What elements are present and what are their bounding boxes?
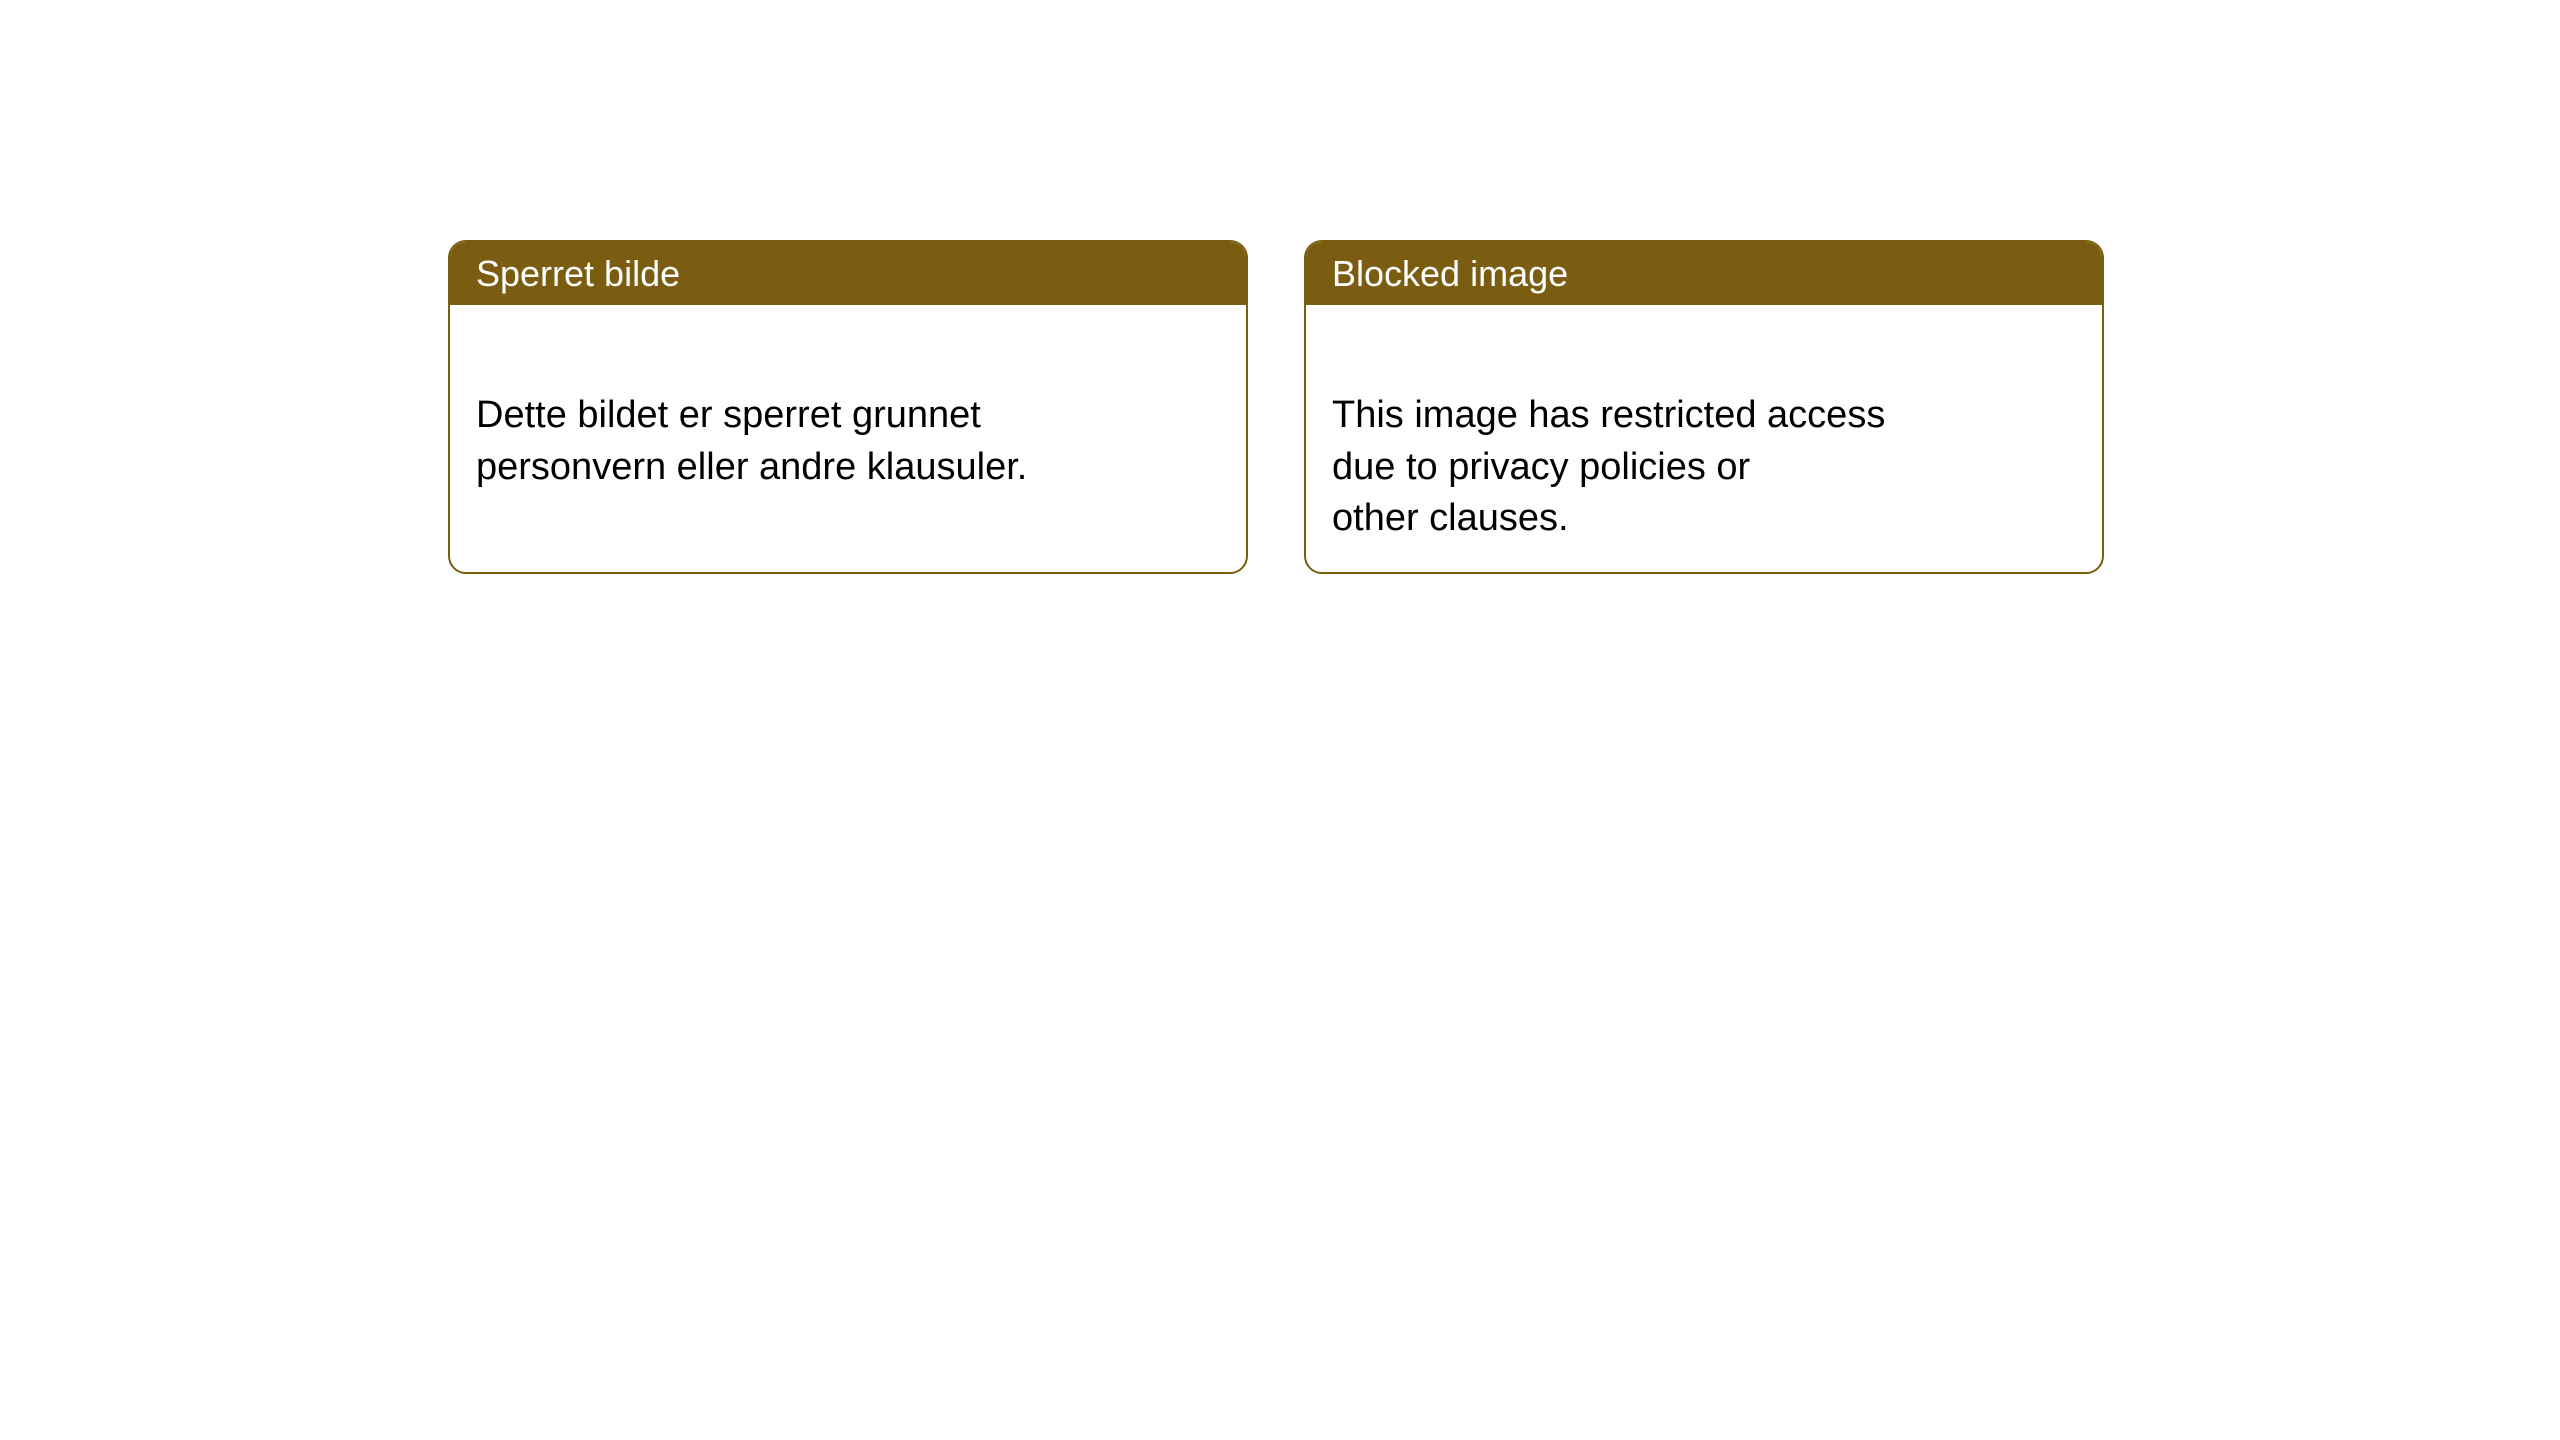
card-body: This image has restricted access due to … bbox=[1306, 305, 2102, 574]
notice-container: Sperret bilde Dette bildet er sperret gr… bbox=[448, 240, 2104, 574]
notice-card-english: Blocked image This image has restricted … bbox=[1304, 240, 2104, 574]
card-message: Dette bildet er sperret grunnet personve… bbox=[476, 394, 1027, 487]
card-message: This image has restricted access due to … bbox=[1332, 394, 1885, 539]
notice-card-norwegian: Sperret bilde Dette bildet er sperret gr… bbox=[448, 240, 1248, 574]
card-header: Sperret bilde bbox=[450, 242, 1246, 305]
card-header: Blocked image bbox=[1306, 242, 2102, 305]
card-body: Dette bildet er sperret grunnet personve… bbox=[450, 305, 1246, 527]
card-title: Sperret bilde bbox=[476, 253, 680, 294]
card-title: Blocked image bbox=[1332, 253, 1568, 294]
